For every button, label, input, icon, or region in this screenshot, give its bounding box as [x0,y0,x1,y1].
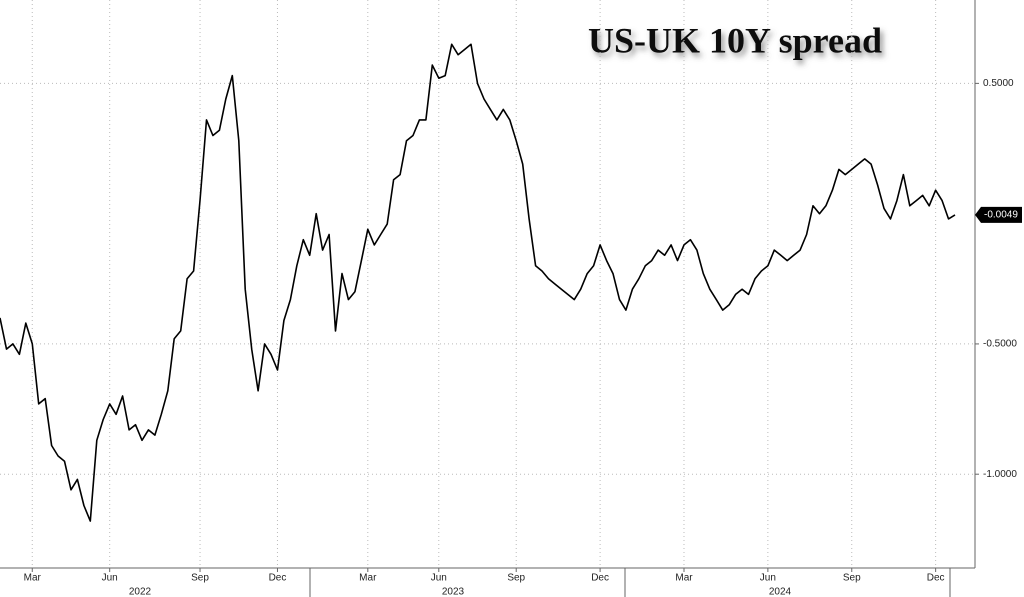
x-tick-label: Jun [102,573,118,584]
x-tick-label: Dec [927,573,945,584]
x-tick-label: Jun [431,573,447,584]
x-group-label: 2024 [769,587,792,597]
line-series [0,43,956,522]
x-group-label: 2022 [129,587,152,597]
y-tick-label: 0.5000 [983,78,1014,89]
y-tick-label: -1.0000 [983,469,1017,480]
x-tick-label: Sep [191,573,209,584]
last-value-tag [975,206,1022,223]
last-value-label: -0.0049 [984,210,1018,221]
y-tick-label: -0.5000 [983,339,1017,350]
x-tick-label: Dec [269,573,287,584]
x-group-label: 2023 [442,587,465,597]
x-tick-label: Mar [675,573,693,584]
x-tick-label: Mar [359,573,377,584]
x-tick-label: Jun [760,573,776,584]
x-tick-label: Sep [507,573,525,584]
x-tick-label: Mar [24,573,42,584]
chart-title: US-UK 10Y spread [588,20,882,60]
x-tick-label: Dec [591,573,609,584]
x-tick-label: Sep [843,573,861,584]
